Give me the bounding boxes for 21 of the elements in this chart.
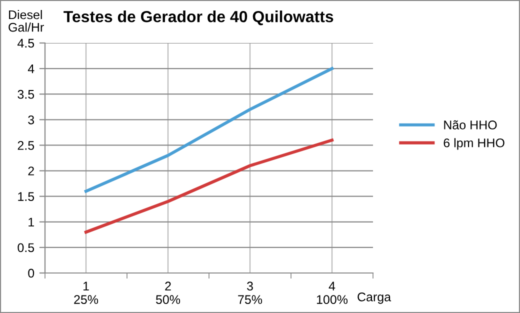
legend-label: Não HHO	[444, 120, 497, 130]
y-tick-label: 0.5	[18, 243, 34, 252]
y-tick-label: 1.5	[18, 192, 34, 201]
x-tick-label: 3 75%	[238, 282, 262, 304]
x-tick-label: 2 50%	[156, 282, 180, 304]
y-tick-label: 0	[28, 268, 34, 278]
y-axis-title: Diesel Gal/Hr	[8, 10, 44, 32]
y-tick-label: 1	[28, 218, 34, 226]
y-tick-label: 3.5	[18, 90, 34, 99]
y-tick-label: 2	[28, 166, 34, 176]
y-tick-label: 4.5	[17, 38, 34, 48]
y-tick-label: 4	[28, 64, 34, 74]
y-tick-label: 2.5	[18, 141, 34, 150]
line-series	[84, 67, 334, 193]
x-tick-label: 1 25%	[74, 282, 98, 304]
legend-label: 6 lpm HHO	[444, 138, 504, 150]
x-axis-title: Carga	[358, 292, 392, 304]
line-series	[84, 138, 334, 234]
y-tick-label: 3	[28, 115, 34, 124]
x-tick-label: 4 100%	[316, 282, 348, 304]
chart-title: Testes de Gerador de 40 Quilowatts	[64, 10, 334, 26]
